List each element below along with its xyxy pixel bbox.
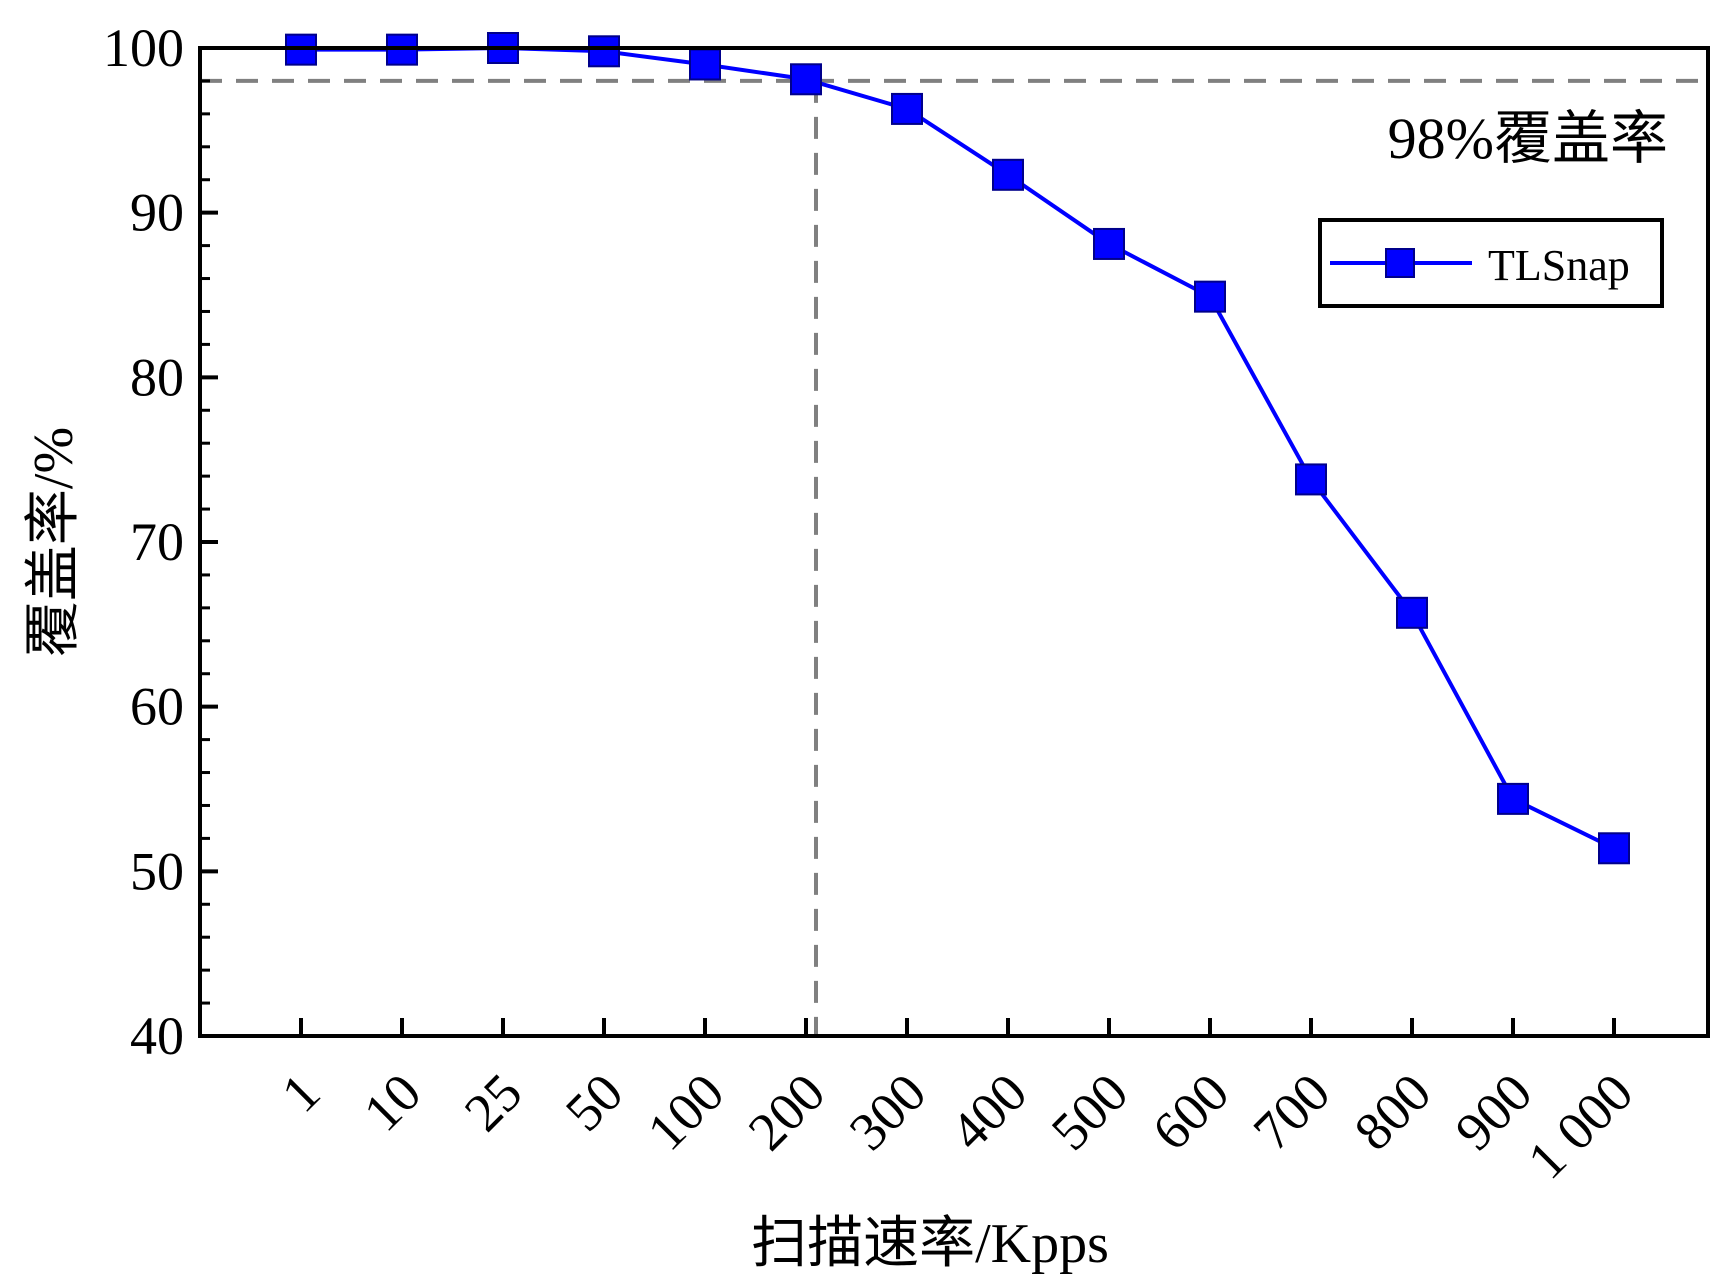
y-tick-label: 50 [130,841,184,901]
x-tick-label: 800 [1343,1062,1443,1162]
axis-major-ticks [200,46,1616,1038]
legend-label-tlsnap: TLSnap [1488,241,1630,290]
data-point [588,35,620,68]
data-point [1598,832,1630,865]
data-point [1396,596,1428,629]
data-point [992,158,1024,191]
legend: TLSnap [1318,218,1664,308]
data-point [689,48,721,81]
x-tick-label: 700 [1242,1062,1342,1162]
x-tick-label: 200 [737,1062,837,1162]
data-point [1194,280,1226,313]
x-tick-label: 400 [939,1062,1039,1162]
y-tick-label: 90 [130,183,184,243]
reference-annotation: 98%覆盖率 [1388,106,1668,171]
x-tick-label: 1 [270,1062,332,1124]
y-tick-labels: 40 50 60 70 80 90 100 [103,18,184,1066]
y-axis-title: 覆盖率/% [23,427,85,657]
data-point [790,63,822,96]
x-tick-label: 10 [352,1062,433,1143]
data-point [1093,227,1125,260]
x-tick-label: 25 [453,1062,534,1143]
x-axis-title: 扫描速率/Kpps [751,1213,1109,1275]
x-tick-label: 600 [1141,1062,1241,1162]
y-tick-label: 80 [130,347,184,407]
legend-box [1318,218,1664,308]
y-tick-label: 70 [130,512,184,572]
x-tick-label: 500 [1040,1062,1140,1162]
x-tick-label: 1 000 [1516,1062,1644,1190]
data-point [891,92,923,125]
x-tick-label: 300 [838,1062,938,1162]
x-tick-label: 100 [636,1062,736,1162]
y-tick-label: 100 [103,18,184,78]
reference-lines [200,78,1708,1036]
plot-frame [198,46,1710,1038]
y-tick-label: 40 [130,1006,184,1066]
y-tick-label: 60 [130,677,184,737]
legend-marker-sample [1385,248,1415,278]
x-tick-label: 50 [554,1062,635,1143]
data-point [1497,782,1529,815]
data-point [1295,463,1327,496]
